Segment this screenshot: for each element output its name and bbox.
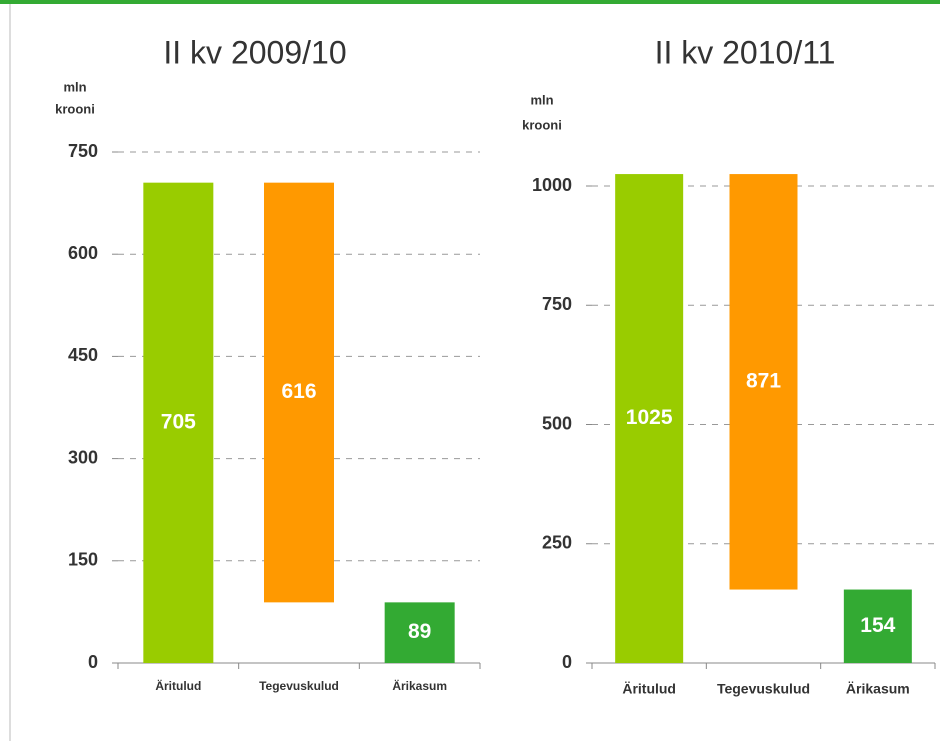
- chart-title: II kv 2009/10: [163, 34, 346, 70]
- bar: [143, 182, 214, 663]
- y-tick-label: 450: [68, 345, 98, 365]
- value-label: 154: [860, 614, 895, 637]
- y-tick-label: 1000: [532, 175, 572, 195]
- value-label: 1025: [626, 406, 673, 429]
- x-tick-label: Tegevuskulud: [717, 681, 810, 697]
- unit-label: mln: [63, 79, 86, 94]
- y-tick-label: 750: [68, 141, 98, 161]
- unit-label: mln: [530, 92, 553, 107]
- value-label: 871: [746, 369, 781, 392]
- x-tick-label: Ärikasum: [846, 681, 910, 697]
- bar: [264, 182, 334, 603]
- y-tick-label: 500: [542, 413, 572, 433]
- value-label: 705: [161, 410, 196, 433]
- x-tick-label: Äritulud: [622, 681, 676, 697]
- value-label: 89: [408, 620, 431, 643]
- unit-label: krooni: [55, 101, 95, 116]
- bar: [384, 602, 455, 663]
- bar: [843, 589, 912, 663]
- x-tick-label: Äritulud: [155, 678, 201, 693]
- y-tick-label: 0: [562, 652, 572, 672]
- bar: [729, 174, 798, 590]
- top-bar: [0, 0, 940, 4]
- unit-label: krooni: [522, 117, 562, 132]
- bar: [615, 174, 684, 663]
- y-tick-label: 0: [88, 652, 98, 672]
- y-tick-label: 300: [68, 447, 98, 467]
- value-label: 616: [281, 380, 316, 403]
- y-tick-label: 250: [542, 533, 572, 553]
- x-tick-label: Tegevuskulud: [259, 679, 339, 693]
- y-tick-label: 750: [542, 294, 572, 314]
- chart-title: II kv 2010/11: [655, 34, 836, 70]
- y-tick-label: 600: [68, 243, 98, 263]
- y-tick-label: 150: [68, 550, 98, 570]
- x-tick-label: Ärikasum: [392, 678, 447, 693]
